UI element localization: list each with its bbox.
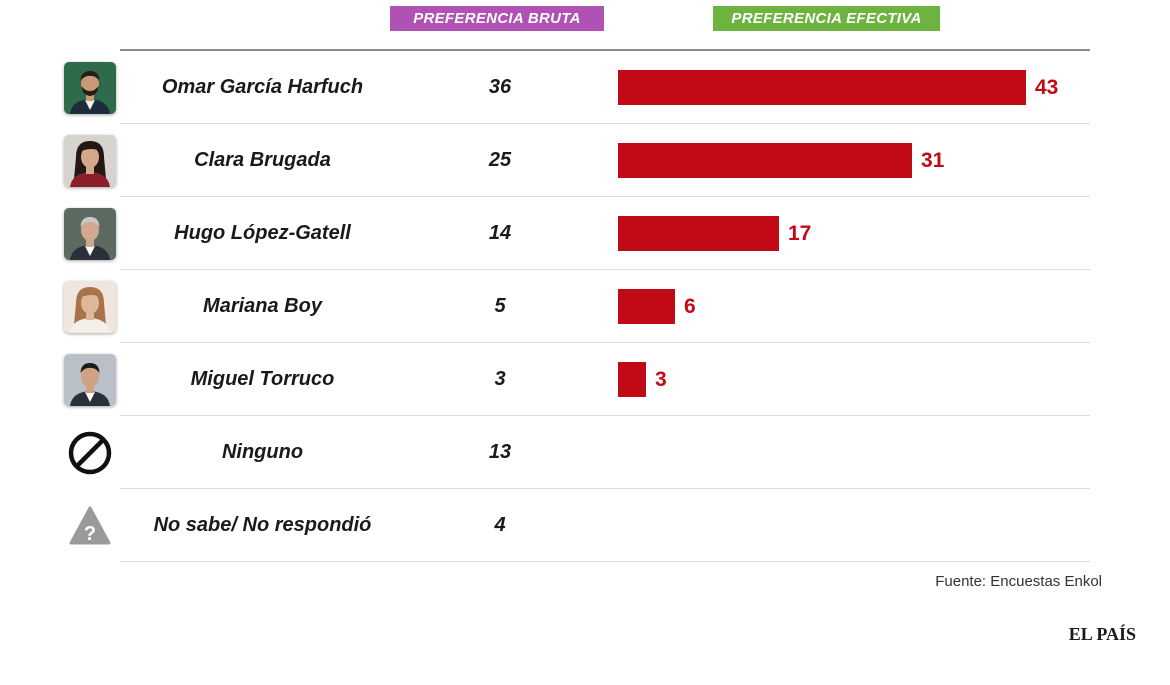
preferencia-bruta-value: 25: [488, 149, 512, 171]
row-divider: [120, 342, 1090, 343]
svg-text:?: ?: [84, 523, 96, 545]
table-row: Omar García Harfuch 36 43: [0, 51, 1170, 124]
row-divider: [120, 196, 1090, 197]
candidate-name: Clara Brugada: [194, 149, 331, 171]
candidate-name: Omar García Harfuch: [161, 76, 364, 98]
header-preferencia-bruta: PREFERENCIA BRUTA: [390, 6, 604, 31]
table-row: ? No sabe/ No respondió 4: [0, 489, 1170, 562]
data-label: 6: [684, 295, 696, 318]
table-row: Clara Brugada 25 31: [0, 124, 1170, 197]
avatar: [64, 135, 116, 187]
preferencia-bruta-value: 13: [488, 441, 512, 463]
source-note: Fuente: Encuestas Enkol: [935, 573, 1102, 590]
preferencia-bruta-value: 14: [488, 222, 512, 244]
avatar: [64, 354, 116, 406]
candidate-name: Hugo López-Gatell: [174, 222, 351, 244]
bar: [618, 289, 675, 324]
candidate-name: Mariana Boy: [203, 295, 322, 317]
bar: [618, 70, 1026, 105]
bar: [618, 362, 646, 397]
data-label: 17: [788, 222, 812, 245]
row-divider: [120, 415, 1090, 416]
data-label: 3: [655, 368, 667, 391]
bar: [618, 216, 779, 251]
avatar: [64, 62, 116, 114]
row-divider: [120, 269, 1090, 270]
row-divider: [120, 123, 1090, 124]
data-label: 31: [921, 149, 945, 172]
table-row: Ninguno 13: [0, 416, 1170, 489]
avatar: [64, 208, 116, 260]
prohibited-icon: [64, 430, 116, 476]
table-row: Miguel Torruco 3 3: [0, 343, 1170, 416]
candidate-name: Miguel Torruco: [190, 368, 335, 390]
table-row: Hugo López-Gatell 14 17: [0, 197, 1170, 270]
row-divider: [120, 561, 1090, 562]
header-preferencia-efectiva: PREFERENCIA EFECTIVA: [713, 6, 940, 31]
avatar: [64, 281, 116, 333]
brand-logo: EL PAÍS: [1068, 624, 1136, 644]
preferencia-bruta-value: 4: [494, 514, 506, 536]
data-label: 43: [1035, 76, 1059, 99]
candidate-name: Ninguno: [221, 441, 304, 463]
row-divider: [120, 488, 1090, 489]
warning-question-icon: ?: [64, 503, 116, 549]
table-row: Mariana Boy 5 6: [0, 270, 1170, 343]
preferencia-bruta-value: 3: [494, 368, 506, 390]
candidate-name: No sabe/ No respondió: [153, 514, 372, 536]
preferencia-bruta-value: 36: [488, 76, 512, 98]
bar: [618, 143, 912, 178]
preferencia-bruta-value: 5: [494, 295, 506, 317]
top-divider: [120, 49, 1090, 51]
